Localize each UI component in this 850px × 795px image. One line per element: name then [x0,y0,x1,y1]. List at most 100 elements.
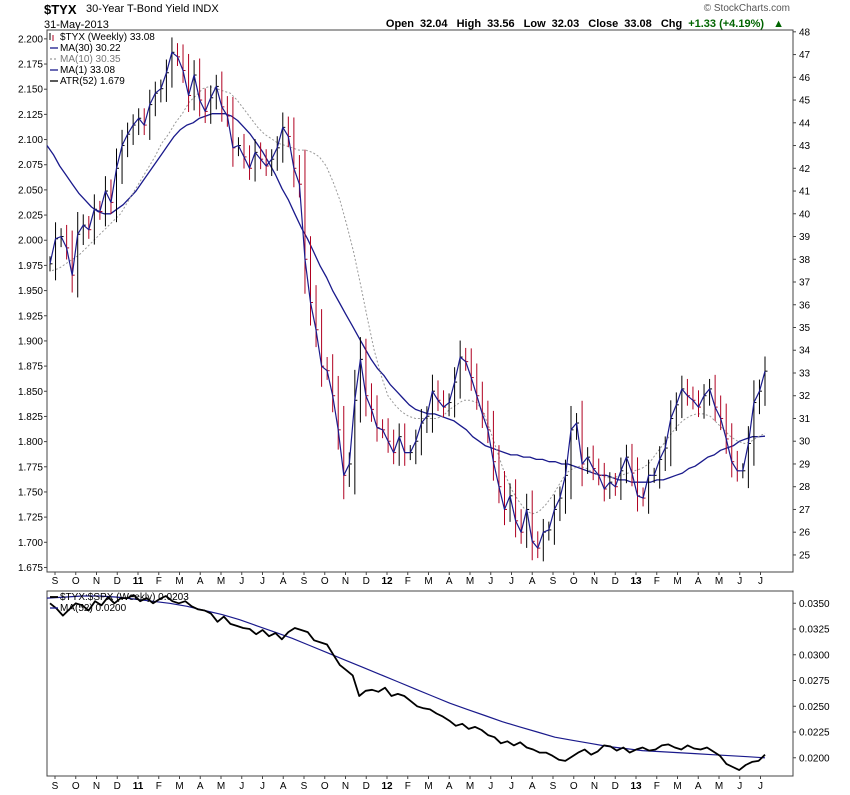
open-label: Open [385,18,415,30]
quote-bar: Open 32.04 High 33.56 Low 32.03 Close 33.08 … [380,18,784,30]
ratio-x-label: S [301,781,308,792]
close-line [49,51,766,549]
right-axis-label: 41 [799,187,811,198]
main-x-label: M [715,576,723,587]
ratio-x-label: D [612,781,619,792]
main-x-label: O [72,576,80,587]
close-value: 33.08 [624,18,652,30]
ratio-x-label: F [405,781,411,792]
ratio-x-label: M [217,781,225,792]
right-axis-label: 38 [799,255,811,266]
ratio-x-label: S [550,781,557,792]
ratio-x-label: A [529,781,536,792]
left-axis-label: 1.825 [18,412,43,423]
ma10-line [51,85,766,515]
ratio-x-label: O [321,781,329,792]
ratio-x-label: J [509,781,514,792]
left-axis-label: 2.050 [18,185,43,196]
left-axis-label: 1.700 [18,538,43,549]
right-axis-label: 33 [799,368,811,379]
ratio-x-label: M [424,781,432,792]
ratio-x-label: 12 [381,781,393,792]
right-axis-label: 37 [799,278,811,289]
main-x-label: A [446,576,453,587]
main-x-label: J [260,576,265,587]
left-axis-label: 1.800 [18,437,43,448]
right-axis-label: 46 [799,73,811,84]
left-axis-label: 2.200 [18,34,43,45]
ratio-x-label: O [72,781,80,792]
right-axis-label: 45 [799,96,811,107]
ratio-x-label: N [342,781,349,792]
main-x-label: 13 [630,576,642,587]
right-axis-label: 34 [799,346,811,357]
main-x-label: F [405,576,411,587]
ratio-axis-label: 0.0225 [799,728,830,739]
ratio-x-label: O [570,781,578,792]
ratio-x-label: A [695,781,702,792]
ratio-x-label: J [758,781,763,792]
main-x-label: 11 [133,576,144,587]
legend-label: ATR(52) 1.679 [60,76,125,87]
chart-date: 31-May-2013 [44,19,109,31]
exchange-label: INDX [192,3,219,15]
right-axis-label: 28 [799,482,811,493]
low-label: Low [523,18,546,30]
ratio-axis-label: 0.0200 [799,753,830,764]
right-axis-label: 29 [799,459,811,470]
right-axis-label: 48 [799,27,811,38]
main-x-label: S [52,576,59,587]
right-axis-label: 40 [799,209,811,220]
left-axis-label: 1.750 [18,487,43,498]
main-x-label: D [612,576,619,587]
ratio-x-label: S [52,781,59,792]
chart-description: 30-Year T-Bond Yield INDX [86,3,219,15]
main-x-label: A [280,576,287,587]
open-value: 32.04 [420,18,448,30]
ratio-x-label: M [673,781,681,792]
left-axis-label: 1.725 [18,513,43,524]
ratio-line [49,594,766,771]
ma30-line [46,113,766,483]
main-x-label: J [509,576,514,587]
main-x-label: M [466,576,474,587]
right-axis-label: 39 [799,232,811,243]
chg-value: +1.33 (+4.19%) [688,18,765,30]
ratio-x-label: F [156,781,162,792]
right-axis-label: 30 [799,437,811,448]
main-x-label: J [737,576,742,587]
main-x-label: M [217,576,225,587]
left-axis-label: 1.850 [18,387,43,398]
right-axis-label: 26 [799,528,811,539]
high-value: 33.56 [487,18,515,30]
left-axis-label: 2.000 [18,236,43,247]
main-x-label: J [758,576,763,587]
right-axis-label: 35 [799,323,811,334]
left-axis-label: 2.125 [18,110,43,121]
left-axis-label: 2.025 [18,211,43,222]
left-axis-label: 1.900 [18,336,43,347]
main-x-label: O [321,576,329,587]
ratio-x-label: N [591,781,598,792]
ratio-x-label: A [446,781,453,792]
symbol-description: 30-Year T-Bond Yield [86,3,190,15]
right-axis-label: 44 [799,118,811,129]
legend-label: MA(1) 33.08 [60,65,115,76]
ratio-panel-frame [46,590,794,777]
right-axis-label: 31 [799,414,811,425]
legend-price: $TYX (Weekly) 33.08 [60,32,155,43]
main-x-label: A [529,576,536,587]
legend-label: MA(30) 30.22 [60,43,121,54]
ratio-x-label: J [488,781,493,792]
left-axis-label: 1.950 [18,286,43,297]
ratio-x-label: D [114,781,121,792]
main-x-label: N [342,576,349,587]
main-x-label: M [424,576,432,587]
ratio-x-label: 13 [630,781,642,792]
ratio-legend-label: $TYX:$SPX (Weekly) 0.0203 [60,592,189,603]
main-x-label: N [93,576,100,587]
left-axis-label: 1.975 [18,261,43,272]
ratio-x-label: M [466,781,474,792]
ratio-x-label: A [280,781,287,792]
main-x-label: 12 [381,576,393,587]
